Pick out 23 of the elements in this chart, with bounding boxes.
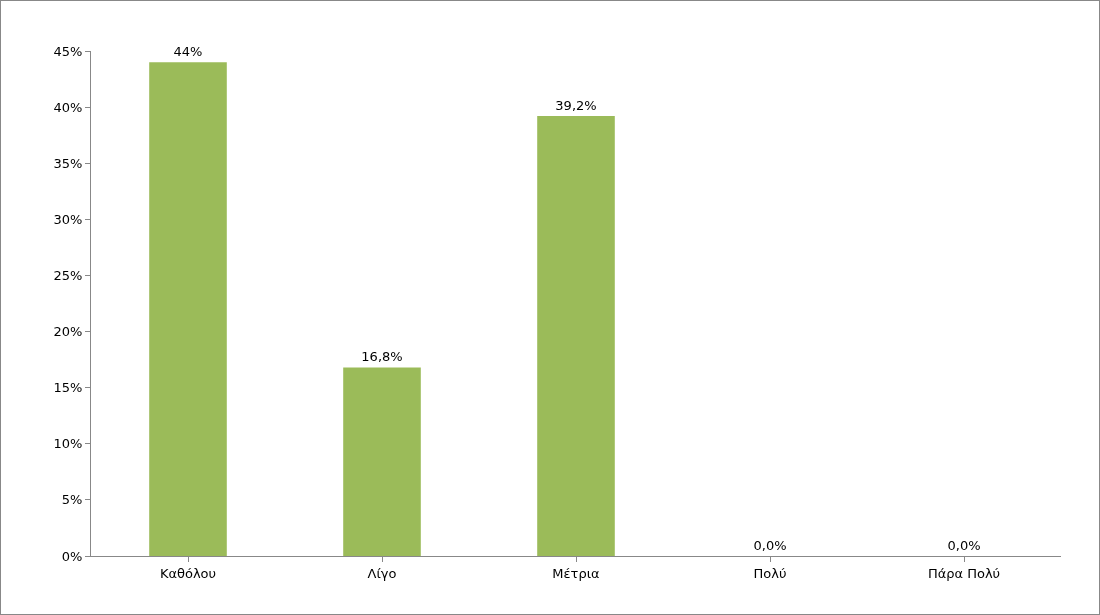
bar [149, 62, 227, 556]
x-tick-label: Καθόλου [159, 565, 217, 581]
data-label: 44% [173, 44, 203, 60]
data-label: 16,8% [361, 349, 403, 365]
y-tick-label: 5% [61, 492, 83, 508]
y-tick-label: 15% [53, 380, 83, 396]
y-tick-label: 10% [53, 436, 83, 452]
x-tick-label: Λίγο [367, 565, 397, 581]
y-tick-label: 0% [61, 548, 83, 564]
y-tick-label: 20% [53, 324, 83, 340]
y-tick-label: 35% [53, 155, 83, 171]
y-tick-label: 30% [53, 211, 83, 227]
x-tick-label: Πάρα Πολύ [927, 565, 1001, 581]
bar [343, 367, 421, 556]
y-tick-label: 25% [53, 267, 83, 283]
y-tick-label: 40% [53, 99, 83, 115]
data-label: 0,0% [753, 538, 787, 553]
bar [537, 116, 615, 556]
x-tick-label: Μέτρια [552, 565, 600, 581]
y-tick-label: 45% [53, 43, 83, 59]
data-label: 39,2% [555, 98, 597, 114]
x-tick-label: Πολύ [753, 565, 787, 581]
data-label: 0,0% [947, 538, 981, 553]
